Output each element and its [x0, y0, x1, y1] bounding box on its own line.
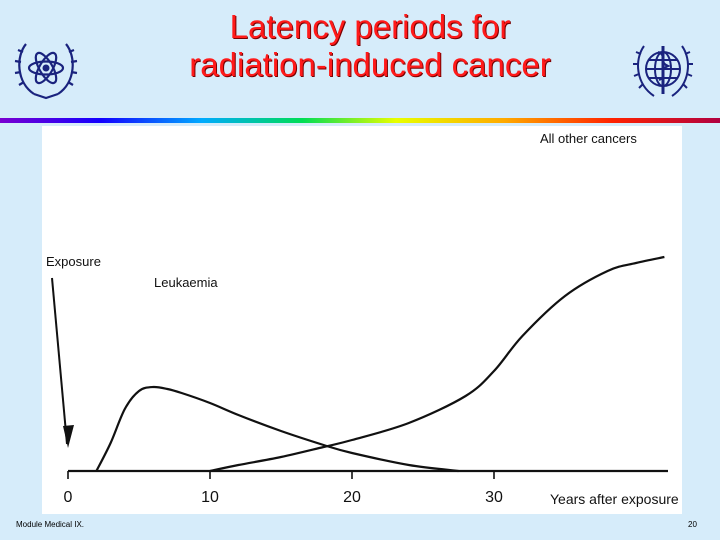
x-ticks: [67, 471, 495, 479]
globe-emblem-icon: [633, 45, 693, 97]
slide-title: Latency periods for radiation-induced ca…: [120, 8, 620, 84]
other-cancers-curve: [209, 255, 665, 473]
chart-panel: 0 10 20 30 Years after exposure Exposure Le…: [42, 126, 682, 514]
exposure-arrow: [51, 277, 68, 445]
x-tick-label: 20: [343, 489, 361, 506]
x-axis-label: Years after exposure: [550, 491, 679, 507]
title-line-1: Latency periods for: [229, 8, 511, 45]
x-tick-labels: 0 10 20 30: [64, 489, 503, 506]
x-tick-label: 10: [201, 489, 219, 506]
exposure-label: Exposure: [46, 254, 101, 269]
title-line-2: radiation-induced cancer: [189, 46, 551, 83]
atom-emblem-icon: [14, 43, 78, 100]
other-cancers-label: All other cancers: [540, 131, 637, 146]
module-footer: Module Medical IX.: [16, 520, 85, 529]
latency-chart: 0 10 20 30 Years after exposure Exposure Le…: [46, 131, 679, 507]
x-tick-label: 30: [485, 489, 503, 506]
rainbow-divider: [0, 118, 720, 123]
leukaemia-label: Leukaemia: [154, 275, 218, 290]
leukaemia-curve: [95, 385, 459, 473]
x-tick-label: 0: [64, 489, 73, 506]
exposure-arrowhead: [63, 425, 74, 448]
page-number: 20: [688, 520, 697, 529]
